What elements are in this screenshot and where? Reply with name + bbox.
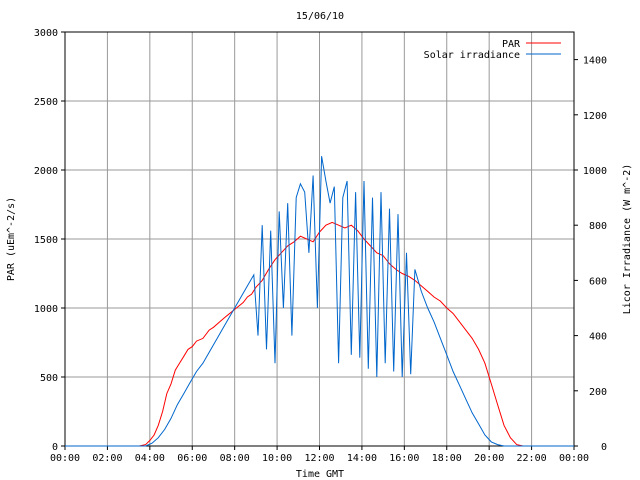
x-axis-label: Time GMT: [296, 469, 344, 480]
series-line-par: [65, 221, 574, 447]
y-left-tick-label: 1500: [34, 235, 58, 246]
x-tick-label: 06:00: [177, 453, 207, 464]
x-tick-label: 00:00: [559, 453, 589, 464]
y-left-tick-label: 2500: [34, 97, 58, 108]
y-right-tick-label: 400: [589, 332, 607, 343]
x-tick-label: 22:00: [517, 453, 547, 464]
y-axis-left-label: PAR (uEm^-2/s): [6, 197, 17, 281]
x-tick-label: 04:00: [135, 453, 165, 464]
x-tick-label: 08:00: [220, 453, 250, 464]
x-tick-label: 00:00: [50, 453, 80, 464]
x-tick-label: 10:00: [262, 453, 292, 464]
x-tick-label: 12:00: [304, 453, 334, 464]
y-right-tick-label: 600: [589, 276, 607, 287]
x-tick-label: 02:00: [92, 453, 122, 464]
y-right-tick-label: 200: [589, 387, 607, 398]
legend-label: PAR: [502, 39, 521, 50]
y-left-tick-label: 1000: [34, 304, 58, 315]
y-right-tick-label: 1400: [583, 56, 607, 67]
y-left-tick-label: 0: [52, 442, 58, 453]
x-tick-label: 16:00: [389, 453, 419, 464]
y-right-tick-label: 1000: [583, 166, 607, 177]
x-axis: 00:00 02:00 04:00 06:00 08:00 10:00 12:00 14:00…: [50, 446, 589, 464]
x-tick-label: 14:00: [347, 453, 377, 464]
y-axis-right: 0 200 400 600 800 1000 1200 1400: [574, 56, 607, 453]
y-axis-right-label: Licor Irradiance (W m^-2): [622, 164, 633, 315]
x-tick-label: 20:00: [474, 453, 504, 464]
y-left-tick-label: 2000: [34, 166, 58, 177]
legend-label: Solar irradiance: [424, 50, 520, 61]
y-axis-left: 0 500 1000 1500 2000 2500 3000: [34, 28, 65, 453]
chart-title: 15/06/10: [296, 11, 344, 22]
y-left-tick-label: 500: [40, 373, 58, 384]
y-left-tick-label: 3000: [34, 28, 58, 39]
series-line-solar-irradiance: [65, 156, 574, 447]
x-tick-label: 18:00: [432, 453, 462, 464]
y-right-tick-label: 1200: [583, 111, 607, 122]
y-right-tick-label: 0: [601, 442, 607, 453]
y-right-tick-label: 800: [589, 221, 607, 232]
series-lines: [65, 156, 574, 447]
